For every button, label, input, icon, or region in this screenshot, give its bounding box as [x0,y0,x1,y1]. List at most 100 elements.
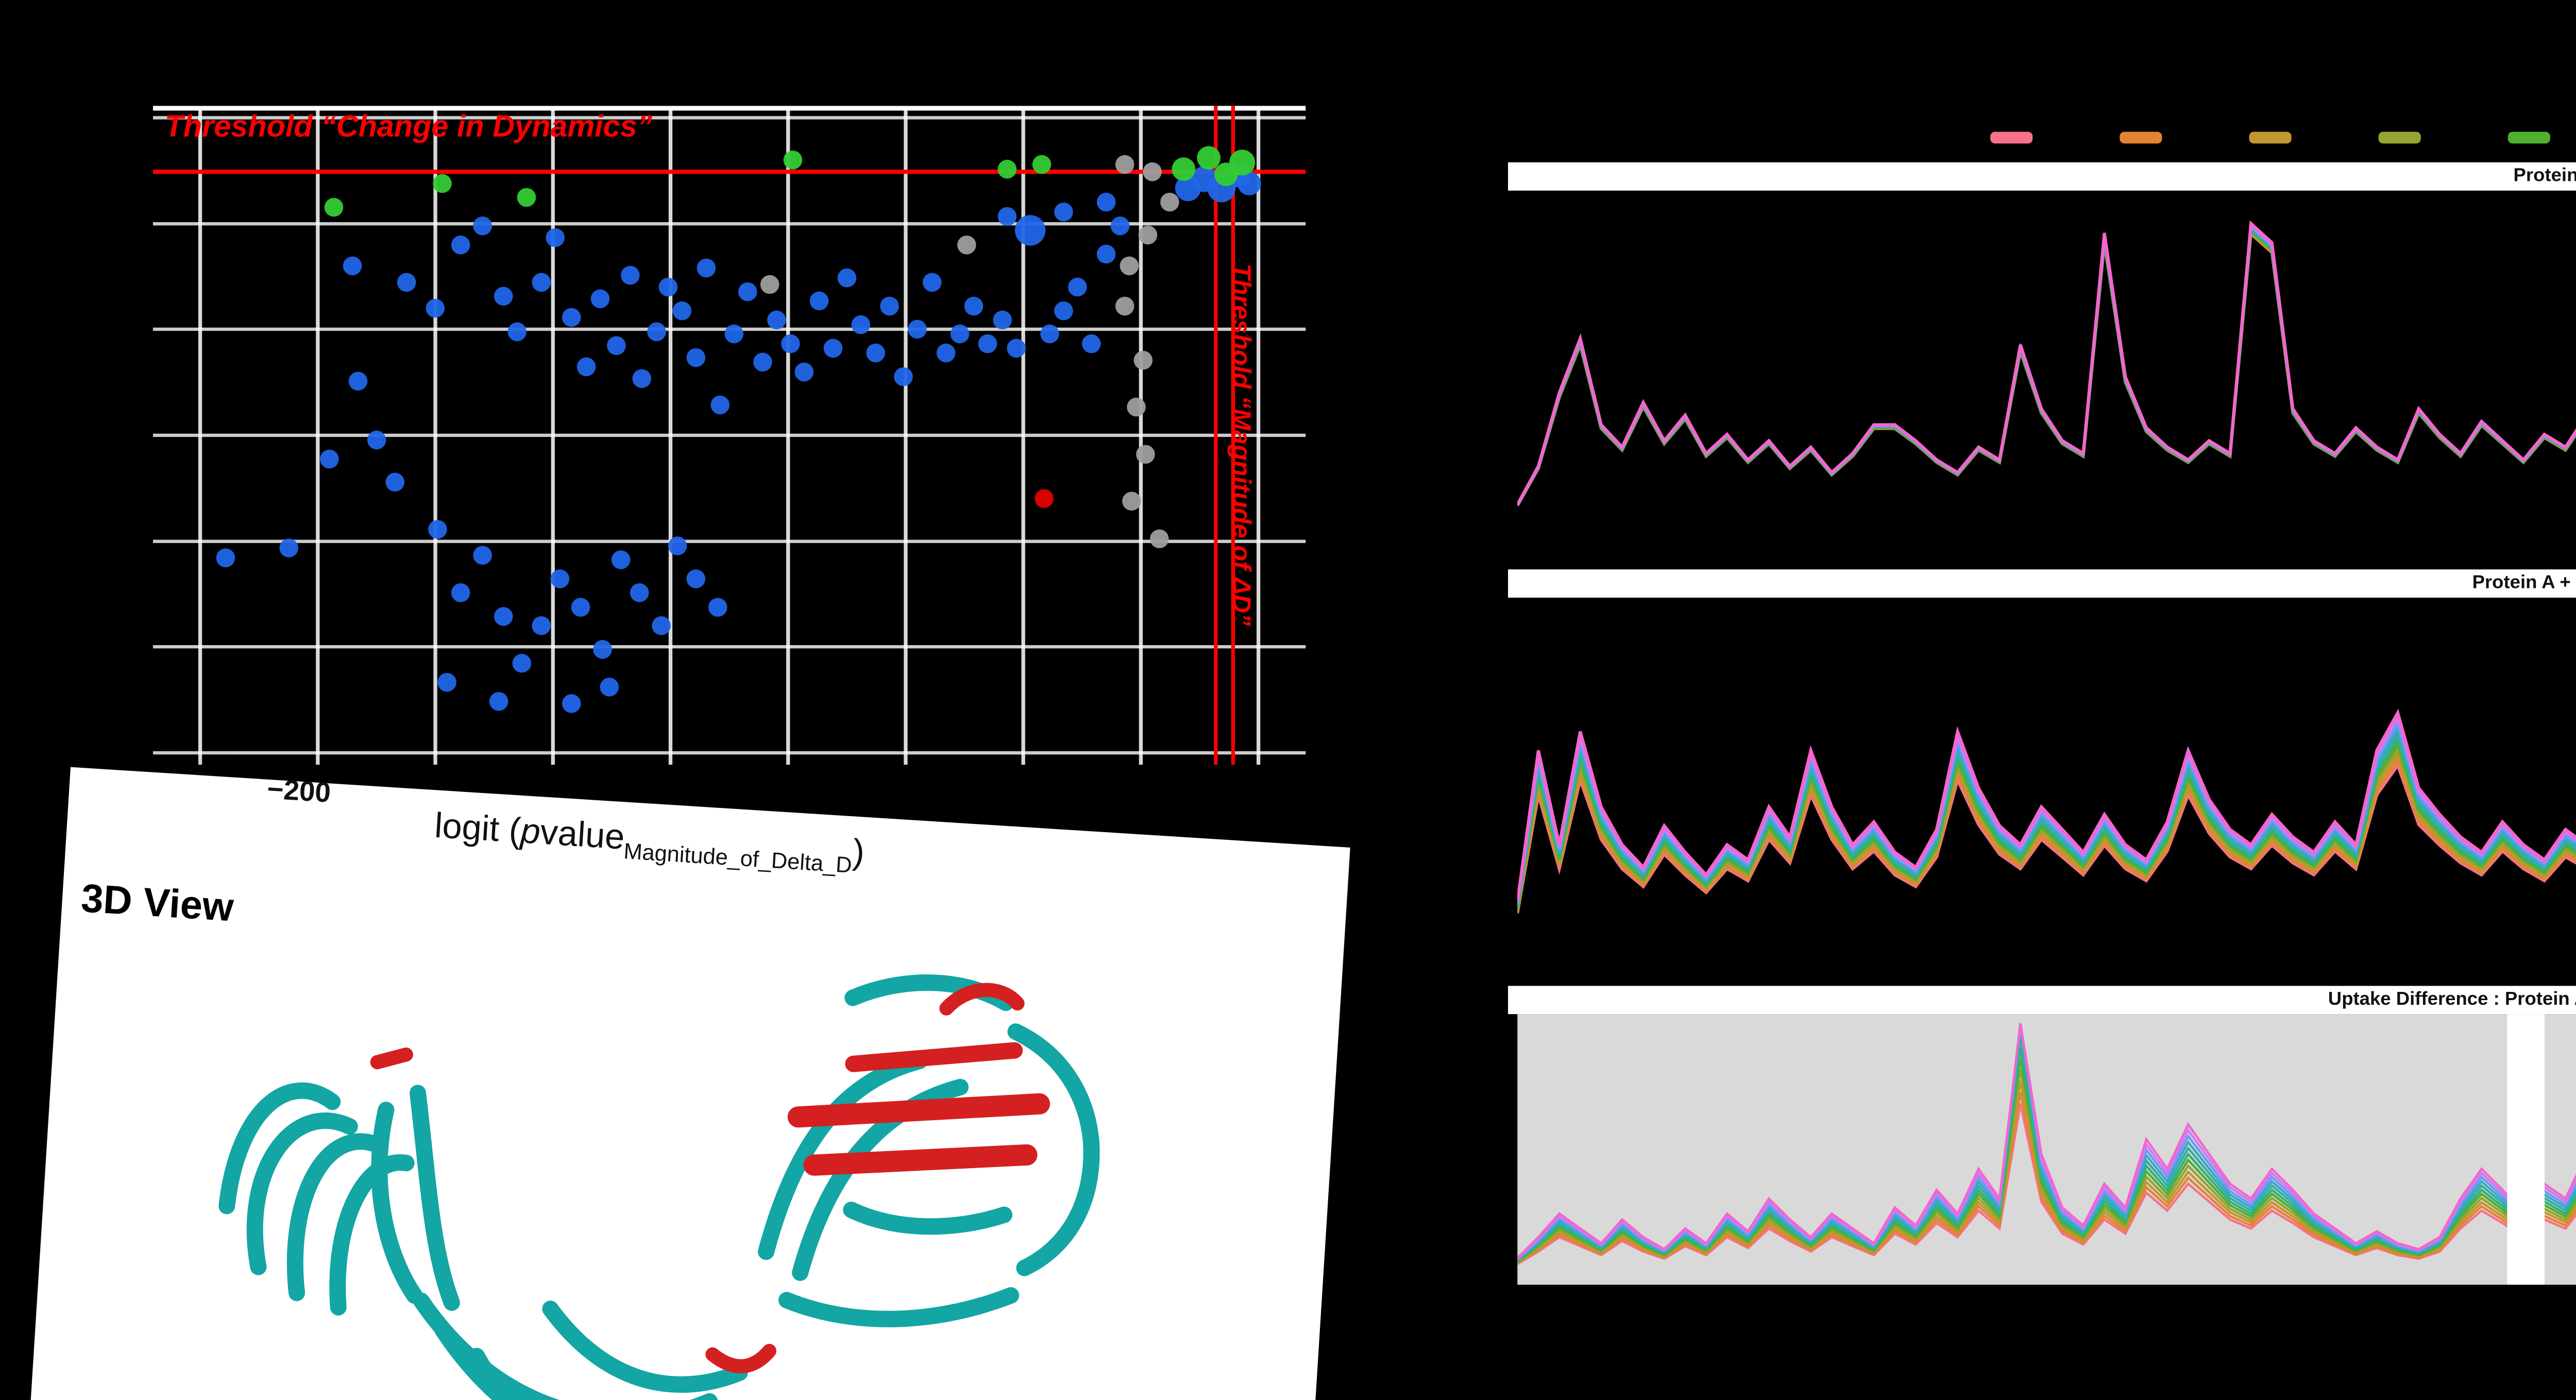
scatter-point-blue[interactable] [672,301,692,321]
scatter-point-blue[interactable] [837,268,857,288]
scatter-point-red[interactable] [1035,489,1054,508]
legend-swatch[interactable] [2507,131,2550,143]
scatter-point-blue[interactable] [647,322,666,342]
uptake-line[interactable] [1517,685,2576,910]
scatter-point-green[interactable] [1032,155,1052,174]
uptake-chart-protein-a-ligand[interactable] [1517,600,2576,969]
uptake-line[interactable] [1517,230,2576,507]
volcano-plot[interactable] [152,106,1306,765]
scatter-point-blue[interactable] [507,322,527,342]
scatter-point-blue[interactable] [686,348,706,367]
scatter-point-blue[interactable] [1068,277,1087,297]
scatter-point-blue[interactable] [600,678,619,697]
legend-swatch[interactable] [1990,131,2033,143]
scatter-point-blue[interactable] [686,569,706,588]
scatter-point-green[interactable] [1197,146,1221,170]
scatter-point-blue[interactable] [1237,172,1261,196]
uptake-line[interactable] [1517,224,2576,506]
scatter-point-green[interactable] [1229,149,1256,176]
scatter-point-blue[interactable] [577,357,596,377]
uptake-line[interactable] [1517,229,2576,507]
uptake-line[interactable] [1517,225,2576,506]
scatter-point-blue[interactable] [978,334,997,353]
scatter-point-blue[interactable] [880,296,899,316]
scatter-point-gray[interactable] [1120,256,1139,276]
scatter-point-gray[interactable] [957,235,976,255]
scatter-point-blue[interactable] [1040,324,1059,344]
scatter-point-gray[interactable] [1150,529,1169,548]
scatter-point-green[interactable] [1172,157,1196,181]
scatter-point-blue[interactable] [781,334,800,353]
scatter-point-blue[interactable] [473,216,492,235]
scatter-point-blue[interactable] [590,289,610,309]
uptake-line[interactable] [1517,1024,2576,1261]
scatter-point-gray[interactable] [1127,397,1146,417]
scatter-point-blue[interactable] [1110,216,1130,235]
uptake-line[interactable] [1517,731,2576,914]
scatter-point-blue[interactable] [668,536,687,555]
scatter-point-blue[interactable] [823,339,843,358]
uptake-line[interactable] [1517,1047,2576,1262]
scatter-point-gray[interactable] [1160,192,1179,212]
scatter-point-blue[interactable] [936,343,956,363]
scatter-point-blue[interactable] [279,538,299,558]
scatter-point-blue[interactable] [1096,244,1116,264]
uptake-line[interactable] [1517,1036,2576,1261]
scatter-point-blue[interactable] [532,616,551,635]
scatter-point-blue[interactable] [950,324,970,344]
uptake-line[interactable] [1517,221,2576,505]
scatter-point-blue[interactable] [546,228,565,247]
scatter-point-blue[interactable] [437,672,456,692]
uptake-line[interactable] [1517,700,2576,912]
scatter-point-blue[interactable] [851,315,871,334]
scatter-point-blue[interactable] [397,273,416,292]
scatter-point-blue[interactable] [1054,203,1073,222]
scatter-point-blue[interactable] [451,235,470,255]
legend-swatch[interactable] [2120,131,2162,143]
scatter-point-blue[interactable] [489,691,509,711]
scatter-point-blue[interactable] [658,277,678,297]
scatter-point-blue[interactable] [894,367,913,386]
scatter-point-gray[interactable] [760,275,779,294]
scatter-point-blue[interactable] [562,308,581,327]
uptake-line[interactable] [1517,1069,2576,1263]
scatter-point-blue[interactable] [993,310,1012,330]
uptake-line[interactable] [1517,1092,2576,1265]
scatter-point-blue[interactable] [1014,215,1046,246]
scatter-point-blue[interactable] [964,296,984,316]
scatter-point-blue[interactable] [473,546,492,565]
scatter-point-blue[interactable] [630,583,649,602]
scatter-point-blue[interactable] [753,352,772,372]
scatter-point-gray[interactable] [1115,296,1134,316]
scatter-point-blue[interactable] [428,520,447,539]
scatter-point-blue[interactable] [632,369,651,388]
scatter-point-blue[interactable] [621,266,640,285]
uptake-line[interactable] [1517,1023,2576,1259]
uptake-line[interactable] [1517,222,2576,505]
scatter-point-blue[interactable] [367,430,386,450]
scatter-point-blue[interactable] [385,473,404,492]
legend-swatch[interactable] [2249,131,2292,143]
scatter-point-blue[interactable] [593,640,612,659]
scatter-point-blue[interactable] [451,583,470,602]
legend-swatch[interactable] [2378,131,2421,143]
scatter-point-green[interactable] [433,174,452,193]
scatter-point-gray[interactable] [1133,350,1153,370]
uptake-line[interactable] [1517,223,2576,505]
uptake-line[interactable] [1517,220,2576,505]
uptake-chart-protein-a[interactable] [1517,195,2576,548]
scatter-point-blue[interactable] [512,654,532,673]
scatter-point-blue[interactable] [611,550,631,569]
protein-structure[interactable] [69,915,1325,1400]
scatter-point-gray[interactable] [1122,492,1141,511]
scatter-point-blue[interactable] [908,319,927,339]
scatter-point-blue[interactable] [866,343,885,363]
scatter-point-gray[interactable] [1143,162,1162,181]
scatter-point-blue[interactable] [1054,301,1073,321]
scatter-point-blue[interactable] [738,282,757,301]
uptake-line[interactable] [1517,604,2576,902]
scatter-point-blue[interactable] [710,395,730,415]
scatter-point-green[interactable] [324,198,344,217]
scatter-point-blue[interactable] [1007,339,1026,358]
scatter-point-blue[interactable] [767,310,786,330]
